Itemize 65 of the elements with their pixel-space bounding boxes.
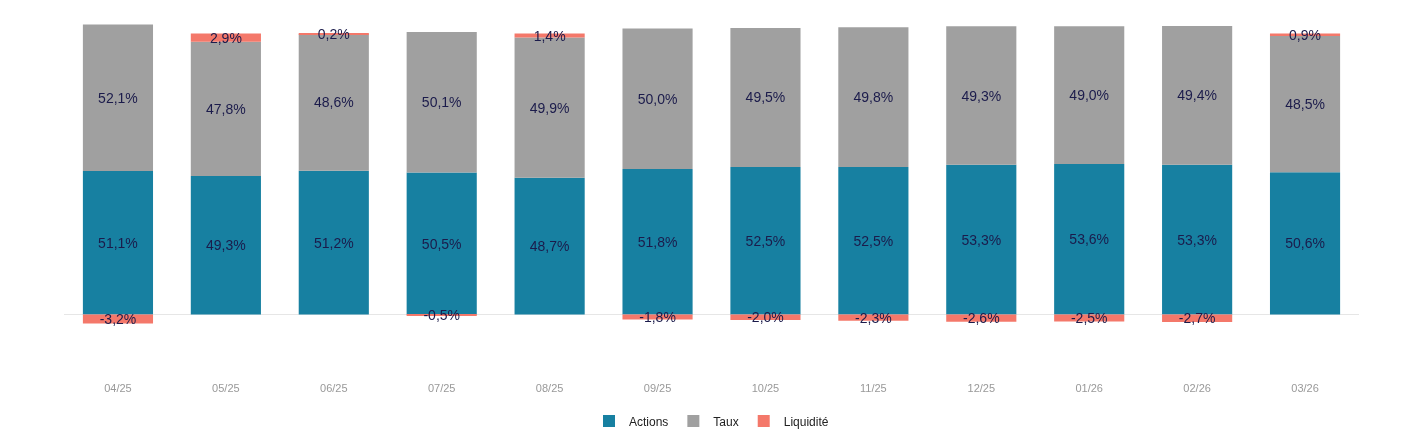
data-label: 49,3% [961,87,1002,104]
bar [406,31,477,173]
bar [622,28,693,169]
bar [82,24,154,171]
data-label: 48,7% [529,238,570,255]
bar [298,170,369,315]
data-label: 50,6% [1285,235,1325,252]
bar [514,177,585,315]
x-tick-label: 07/25 [427,382,456,394]
data-label: 0,2% [317,26,350,42]
data-label: 53,3% [1177,231,1217,248]
x-tick-label: 10/25 [751,382,780,394]
bar [190,175,261,315]
bar [730,27,801,167]
x-tick-label: 04/25 [104,382,132,394]
data-label: 0,9% [1289,26,1321,43]
x-tick-label: 02/26 [1183,382,1211,394]
data-label: 51,1% [98,234,138,251]
data-label: 50,0% [637,90,678,107]
data-label: 49,4% [1177,87,1217,104]
data-label: 2,9% [209,29,242,46]
data-label: 51,2% [313,234,354,251]
x-tick-label: 12/25 [967,382,996,394]
data-label: 49,5% [745,89,786,106]
legend-label: Actions [629,414,669,429]
bar [1269,172,1341,315]
data-label: 52,5% [745,232,786,249]
x-tick-label: 03/26 [1291,382,1319,394]
bar [946,164,1017,315]
bar [1054,163,1125,315]
data-label: 49,9% [529,99,570,116]
data-label: 47,8% [206,100,246,117]
data-label: -2,5% [1070,309,1108,326]
legend-label: Liquidité [783,414,829,429]
data-label: 51,8% [637,233,678,250]
data-label: 48,5% [1285,96,1325,113]
x-tick-label: 01/26 [1075,382,1103,394]
data-label: 53,6% [1069,231,1110,248]
data-label: -2,6% [963,310,1000,327]
x-tick-label: 09/25 [643,382,672,394]
data-label: -0,5% [423,307,460,323]
data-label: -3,2% [99,310,137,327]
data-label: 53,3% [961,231,1002,248]
bar [1162,164,1233,315]
bar [82,170,154,315]
bar [1162,26,1233,165]
x-tick-label: 06/25 [320,382,348,394]
bar [838,166,909,315]
x-tick-label: 05/25 [212,382,240,394]
data-label: 50,5% [421,235,462,252]
bar [946,26,1017,165]
data-label: 48,6% [313,94,354,111]
legend-label: Taux [713,414,739,429]
data-label: 52,1% [98,89,138,106]
bar [1054,26,1125,164]
bar [838,27,909,167]
data-label: 52,5% [853,232,894,249]
data-label: 50,1% [421,94,462,111]
data-label: 49,3% [206,237,246,254]
x-tick-label: 11/25 [860,382,887,394]
data-label: -2,7% [1178,310,1216,327]
data-label: 1,4% [533,27,566,44]
x-tick-label: 08/25 [535,382,564,394]
data-label: 49,8% [853,89,894,106]
data-label: 49,0% [1069,87,1110,104]
